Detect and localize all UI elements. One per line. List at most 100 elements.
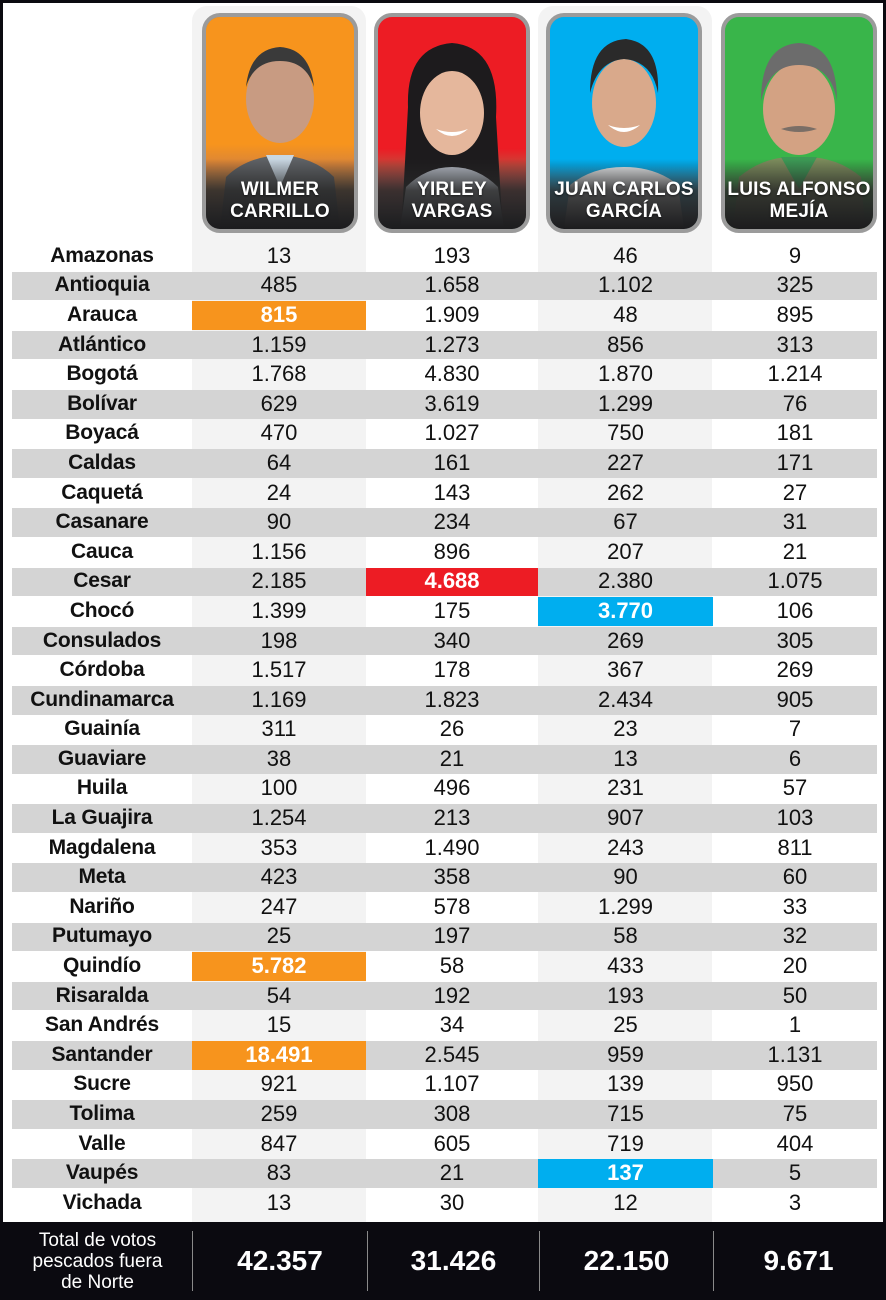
vote-cell: 198 xyxy=(260,627,298,653)
department-label: Cauca xyxy=(70,539,134,563)
table-row: Amazonas 13 193 46 9 xyxy=(12,241,877,271)
vote-cell-highlight: 18.491 xyxy=(192,1040,366,1070)
vote-cell: 1.254 xyxy=(251,805,307,831)
vote-cell: 143 xyxy=(433,479,471,505)
card-shade xyxy=(378,159,526,229)
department-label: Consulados xyxy=(42,628,162,652)
vote-cell: 715 xyxy=(607,1101,644,1127)
department-label: Boyacá xyxy=(65,421,139,445)
department-label: Arauca xyxy=(66,302,137,326)
vote-cell: 1.909 xyxy=(424,301,480,327)
vote-cell: 959 xyxy=(607,1041,644,1067)
vote-cell: 25 xyxy=(266,923,292,949)
vote-cell: 750 xyxy=(607,420,644,446)
vote-cell: 2.185 xyxy=(251,568,307,594)
table-row: Guainía 311 26 23 7 xyxy=(12,715,877,745)
table-row: Cauca 1.156 896 207 21 xyxy=(12,537,877,567)
table-row: Magdalena 353 1.490 243 811 xyxy=(12,833,877,863)
vote-cell: 433 xyxy=(607,953,644,979)
vote-cell: 33 xyxy=(782,893,808,919)
vote-cell: 90 xyxy=(266,509,292,535)
total-luis-alfonso-mejia: 9.671 xyxy=(713,1231,883,1291)
department-label: Guaviare xyxy=(57,746,147,770)
vote-cell: 358 xyxy=(433,864,471,890)
vote-cell: 24 xyxy=(266,479,292,505)
department-label: Córdoba xyxy=(59,658,145,682)
department-label: Casanare xyxy=(55,510,149,534)
department-label: Magdalena xyxy=(48,835,156,859)
vote-cell: 895 xyxy=(776,301,814,327)
vote-cell: 485 xyxy=(260,272,298,298)
department-label: Tolima xyxy=(69,1102,135,1126)
candidate-name: LUIS ALFONSO MEJÍA xyxy=(727,179,871,222)
vote-cell-highlight: 137 xyxy=(538,1158,713,1188)
table-row: Meta 423 358 90 60 xyxy=(12,862,877,892)
vote-cell: 1.131 xyxy=(767,1041,823,1067)
vote-cell: 847 xyxy=(260,1130,298,1156)
vote-cell: 175 xyxy=(433,597,471,623)
total-juan-carlos-garcia: 22.150 xyxy=(539,1231,713,1291)
department-label: Santander xyxy=(51,1042,153,1066)
vote-cell: 54 xyxy=(266,982,292,1008)
candidate-card-juan-carlos-garcia: JUAN CARLOS GARCÍA xyxy=(546,13,702,233)
vote-cell: 20 xyxy=(782,953,808,979)
department-label: Valle xyxy=(78,1131,126,1155)
vote-cell: 1.870 xyxy=(597,361,654,387)
table-row: Tolima 259 308 715 75 xyxy=(12,1099,877,1129)
vote-cell: 262 xyxy=(607,479,644,505)
department-label: La Guajira xyxy=(51,806,153,830)
vote-cell: 811 xyxy=(777,834,813,860)
card-shade xyxy=(206,159,354,229)
vote-cell: 719 xyxy=(607,1130,644,1156)
department-label: Nariño xyxy=(69,894,135,918)
department-label: Amazonas xyxy=(50,243,154,267)
vote-cell: 1.102 xyxy=(597,272,654,298)
table-row: Quindío 5.782 58 433 20 xyxy=(12,951,877,981)
vote-cell: 905 xyxy=(776,686,814,712)
total-wilmer-carrillo: 42.357 xyxy=(192,1231,367,1291)
vote-cell: 15 xyxy=(266,1012,292,1038)
vote-cell: 27 xyxy=(782,479,808,505)
vote-cell: 1.159 xyxy=(251,331,307,357)
vote-cell: 106 xyxy=(776,597,814,623)
vote-cell: 1.823 xyxy=(424,686,480,712)
vote-cell: 340 xyxy=(433,627,471,653)
table-row: Guaviare 38 21 13 6 xyxy=(12,744,877,774)
vote-cell: 103 xyxy=(776,805,814,831)
vote-cell: 907 xyxy=(607,805,644,831)
vote-cell: 1.299 xyxy=(597,390,654,416)
department-label: Sucre xyxy=(73,1072,131,1096)
vote-cell: 181 xyxy=(776,420,814,446)
candidate-card-wilmer-carrillo: WILMER CARRILLO xyxy=(202,13,358,233)
vote-cell: 90 xyxy=(613,864,638,890)
candidate-card-yirley-vargas: YIRLEY VARGAS xyxy=(374,13,530,233)
vote-cell: 30 xyxy=(439,1189,465,1215)
card-shade xyxy=(725,159,873,229)
vote-cell: 353 xyxy=(260,834,298,860)
department-label: Bolívar xyxy=(67,391,137,415)
vote-cell: 26 xyxy=(439,716,465,742)
table-row: Bogotá 1.768 4.830 1.870 1.214 xyxy=(12,359,877,389)
vote-cell: 2.434 xyxy=(597,686,654,712)
votes-table: Amazonas 13 193 46 9 Antioquia 485 1.658 1.102 32… xyxy=(12,241,877,1218)
table-row: Vaupés 83 21 137 5 xyxy=(12,1158,877,1188)
table-row: Atlántico 1.159 1.273 856 313 xyxy=(12,330,877,360)
vote-cell: 13 xyxy=(266,242,292,268)
vote-cell: 161 xyxy=(433,449,471,475)
vote-cell: 1.768 xyxy=(251,361,307,387)
vote-cell: 1.490 xyxy=(424,834,480,860)
vote-cell: 31 xyxy=(782,509,808,535)
vote-cell: 1.399 xyxy=(251,597,307,623)
vote-cell: 578 xyxy=(433,893,471,919)
department-label: Quindío xyxy=(63,954,141,978)
department-label: Caldas xyxy=(68,450,136,474)
department-label: Vaupés xyxy=(65,1161,139,1185)
department-label: Putumayo xyxy=(52,924,152,948)
vote-cell: 64 xyxy=(266,449,292,475)
vote-cell: 404 xyxy=(776,1130,814,1156)
vote-cell: 629 xyxy=(260,390,298,416)
table-row: Putumayo 25 197 58 32 xyxy=(12,922,877,952)
vote-cell: 269 xyxy=(776,657,814,683)
vote-cell: 58 xyxy=(439,953,465,979)
